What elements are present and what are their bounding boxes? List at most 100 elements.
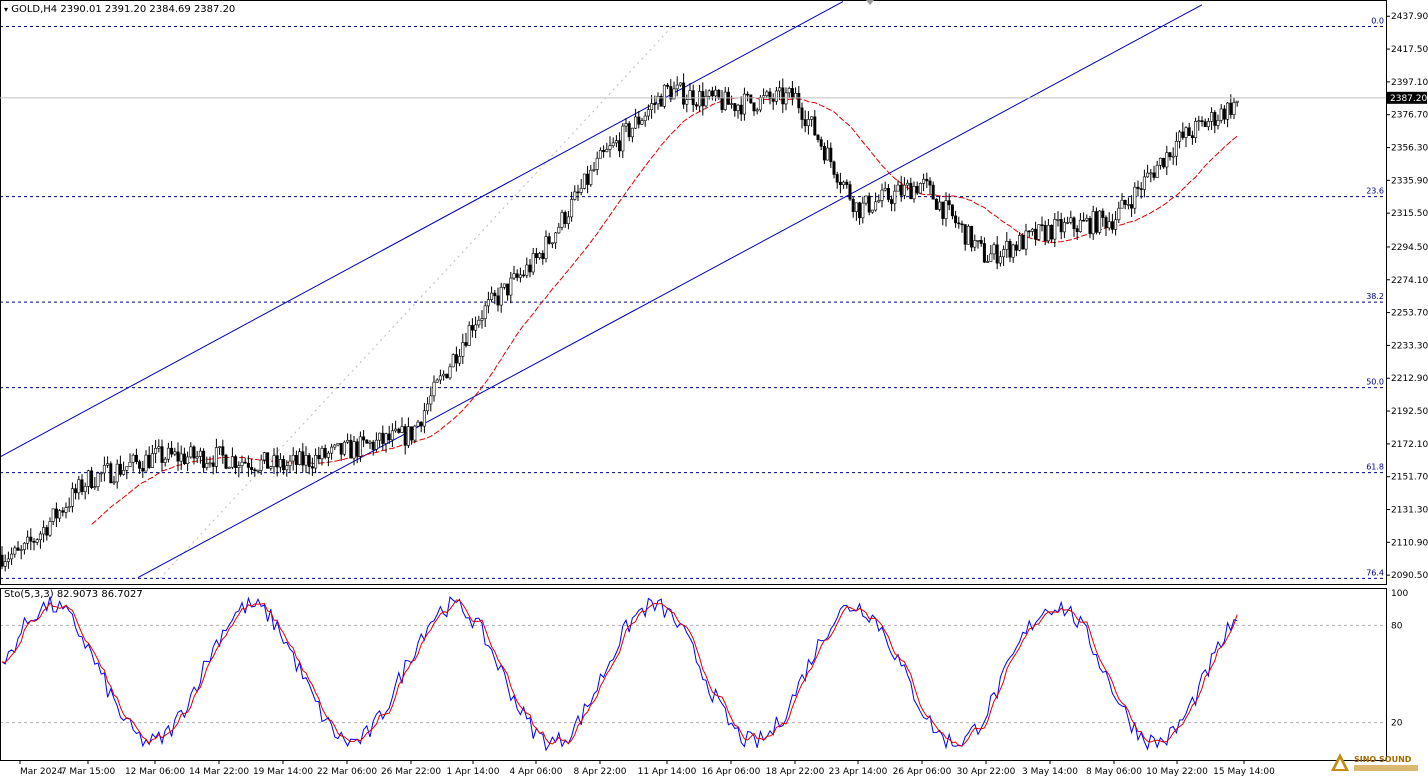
- candle-body: [819, 139, 823, 147]
- candle-body: [995, 244, 999, 264]
- candle-body: [557, 226, 561, 234]
- candle-body: [445, 373, 449, 379]
- fib-level-label: 38.2: [1366, 292, 1384, 301]
- svg-text:SINO SOUND: SINO SOUND: [1354, 755, 1412, 764]
- candle-body: [1216, 119, 1220, 126]
- candle-body: [1149, 172, 1153, 175]
- candle-body: [608, 145, 612, 150]
- candle-body: [867, 195, 871, 213]
- candle-body: [214, 447, 218, 467]
- candle-body: [237, 465, 241, 468]
- candle-body: [640, 120, 644, 125]
- candle-body: [426, 403, 430, 412]
- candle-body: [931, 184, 935, 200]
- candle-body: [614, 140, 618, 144]
- candle-body: [384, 433, 388, 444]
- candle-body: [307, 455, 311, 467]
- candle-body: [803, 119, 807, 127]
- candle-body: [656, 95, 660, 105]
- price-tick-label: 2131.30: [1391, 506, 1428, 516]
- candle-body: [675, 84, 679, 90]
- time-tick-label: 7 Mar 15:00: [61, 767, 116, 777]
- candle-body: [749, 94, 753, 104]
- fib-level-label: 23.6: [1366, 187, 1384, 196]
- price-tick-label: 2212.90: [1391, 374, 1428, 384]
- candle-body: [1085, 218, 1089, 221]
- candle-body: [1178, 131, 1182, 142]
- candle-body: [90, 470, 94, 489]
- candle-body: [51, 508, 55, 522]
- candle-body: [314, 455, 318, 469]
- candle-body: [550, 242, 554, 245]
- candle-body: [800, 107, 804, 120]
- candle-body: [541, 253, 545, 259]
- candle-body: [522, 274, 526, 277]
- stochastic-label: Sto(5,3,3) 82.9073 86.7027: [4, 589, 143, 600]
- candle-body: [595, 157, 599, 170]
- candle-body: [643, 115, 647, 121]
- candle-body: [304, 455, 308, 466]
- time-tick-label: 14 Mar 22:00: [189, 767, 249, 777]
- candle-body: [422, 410, 426, 427]
- candle-body: [0, 554, 4, 567]
- ohlc-values: 2390.01 2391.20 2384.69 2387.20: [60, 4, 236, 15]
- candle-body: [1158, 157, 1162, 166]
- candle-body: [1171, 155, 1175, 158]
- candle-body: [874, 201, 878, 211]
- candle-body: [528, 264, 532, 273]
- channel-line-upper: [0, 1, 844, 458]
- candle-body: [182, 453, 186, 464]
- candle-body: [429, 395, 433, 405]
- candle-body: [682, 82, 686, 105]
- candle-body: [582, 173, 586, 189]
- candle-body: [877, 200, 881, 203]
- candle-body: [54, 508, 58, 519]
- candle-body: [179, 453, 183, 462]
- candle-body: [538, 253, 542, 259]
- candle-body: [221, 446, 225, 456]
- candle-body: [26, 536, 30, 544]
- candle-body: [778, 87, 782, 92]
- candle-body: [618, 140, 622, 152]
- fib-level-label: 76.4: [1366, 568, 1384, 577]
- candle-body: [768, 91, 772, 99]
- time-tick-label: 18 Apr 22:00: [766, 767, 825, 777]
- candle-body: [1130, 204, 1134, 209]
- candle-body: [198, 450, 202, 457]
- candle-body: [1222, 108, 1226, 120]
- fib-level-label: 0.0: [1371, 17, 1384, 26]
- time-tick-label: 8 Apr 22:00: [574, 767, 627, 777]
- candle-body: [733, 103, 737, 111]
- candle-body: [205, 463, 209, 468]
- time-tick-label: 10 May 22:00: [1146, 767, 1208, 777]
- time-tick-label: 30 Apr 22:00: [957, 767, 1016, 777]
- candle-body: [118, 463, 122, 475]
- time-tick-label: 23 Apr 14:00: [829, 767, 888, 777]
- candle-body: [13, 547, 17, 555]
- candle-body: [326, 452, 330, 458]
- candle-body: [64, 507, 68, 513]
- candle-body: [1037, 224, 1041, 240]
- candle-body: [374, 439, 378, 450]
- candle-body: [157, 446, 161, 449]
- candle-body: [1014, 244, 1018, 251]
- price-tick-label: 2172.10: [1391, 440, 1428, 450]
- candle-body: [765, 91, 769, 96]
- candle-body: [1162, 157, 1166, 168]
- candle-body: [1203, 121, 1207, 128]
- candle-body: [211, 462, 215, 467]
- candle-body: [563, 212, 567, 224]
- candle-body: [416, 421, 420, 427]
- time-tick-label: 15 May 14:00: [1213, 767, 1275, 777]
- candle-body: [662, 84, 666, 107]
- candle-body: [112, 481, 116, 484]
- candle-body: [630, 127, 634, 138]
- candle-body: [45, 527, 49, 536]
- candle-body: [1235, 100, 1239, 103]
- candle-body: [323, 448, 327, 458]
- candle-body: [762, 95, 766, 98]
- candle-body: [547, 236, 551, 244]
- candle-body: [458, 356, 462, 364]
- price-tick-label: 2397.10: [1391, 78, 1428, 88]
